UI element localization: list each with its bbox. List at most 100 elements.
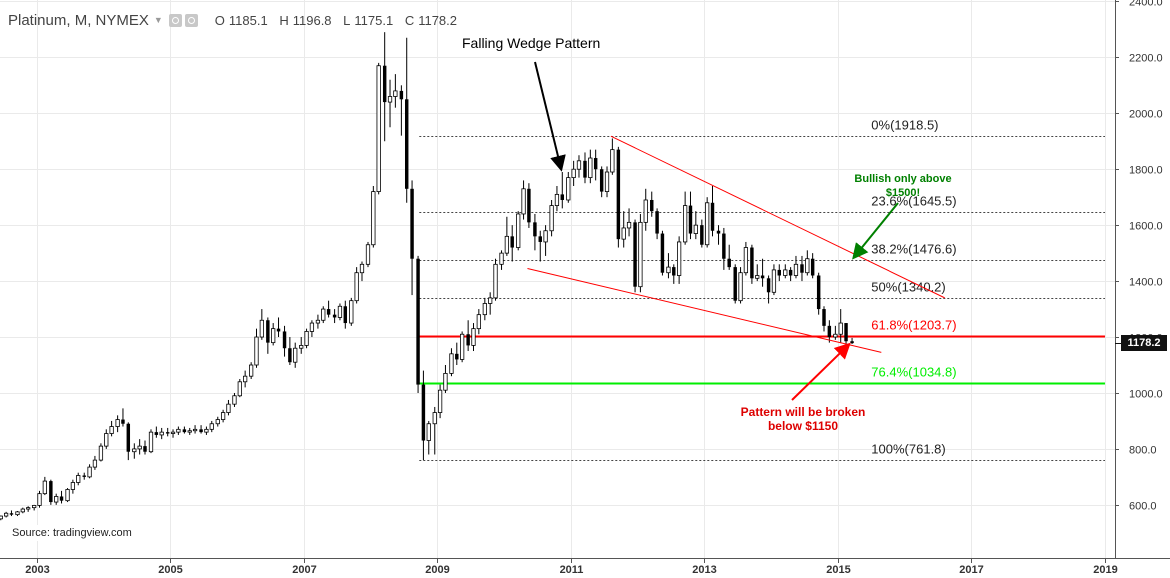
eye-icon[interactable] [168,13,182,27]
candle-body [426,423,431,441]
candle-body [527,188,531,223]
candle-body [833,333,838,338]
candle-body [777,269,782,276]
candle-body [576,160,582,170]
candle-body [838,322,843,335]
candle-body [471,328,476,346]
candle-body [215,419,220,425]
x-tick-label: 2015 [826,564,850,576]
chevron-down-icon[interactable]: ▼ [153,15,163,25]
candle-body [104,433,109,447]
candle-body [666,266,671,274]
fib-level-label: 100%(761.8) [871,442,945,457]
candle-body [800,264,804,273]
candle-body [693,224,698,234]
candle-body [738,272,743,302]
settings-icon[interactable] [184,13,198,27]
candle-body [9,513,14,515]
candle-body [326,309,331,315]
candle-body [65,489,70,502]
low-value: 1175.1 [354,12,394,28]
candle-body [249,364,254,377]
candle-body [121,419,125,424]
candle-body [359,263,365,274]
candle-body [455,353,459,360]
candle-body [716,230,721,234]
annotation-arrow [534,61,566,172]
x-tick-label: 2003 [25,564,49,576]
candle-body [266,320,270,343]
close-key: C [404,12,415,28]
candle-body [755,275,760,279]
candle-body [365,244,371,265]
candle-body [549,205,554,232]
candle-body [616,149,621,240]
source-note: Source: tradingview.com [8,525,136,541]
candle-body [710,202,715,231]
candle-body [109,426,114,434]
candle-body [516,213,521,248]
ohlc-readout: O 1185.1 H 1196.8 L 1175.1 C 1178.2 [215,13,465,28]
candle-body [543,230,548,243]
candle-body [466,334,470,346]
candle-body [437,389,443,413]
x-tick-label: 2013 [692,564,716,576]
y-tick-label: 2000.0 [1129,109,1163,121]
candle-body [299,345,304,349]
candle-body [521,188,526,215]
y-tick-label: 1800.0 [1129,165,1163,177]
open-value: 1185.1 [228,12,268,28]
candle-body [20,508,25,513]
fib-level-label: 23.6%(1645.5) [871,194,956,209]
candle-body [432,412,437,425]
candle-body [816,275,821,310]
candle-body [282,331,287,349]
candle-body [588,157,593,179]
annotation-text: Pattern will be broken [741,405,866,419]
low-key: L [343,12,351,28]
candle-body [76,475,81,483]
candle-body [170,431,176,434]
candles [0,32,854,521]
candle-body [154,432,159,435]
candle-body [137,445,142,450]
high-value: 1196.8 [292,12,332,28]
candle-body [343,306,348,324]
symbol-title[interactable]: Platinum, M, NYMEX [8,11,149,29]
candle-body [354,272,359,302]
candle-body [449,353,454,374]
candle-body [304,331,309,346]
candle-body [783,269,788,276]
candle-body [638,221,643,288]
candle-body [844,323,848,342]
candle-body [643,199,648,223]
candle-body [822,309,826,326]
close-value: 1178.2 [418,12,457,28]
candle-body [226,403,231,413]
candle-body [15,511,20,516]
candle-body [115,419,120,427]
candle-body [315,319,321,324]
candle-body [510,236,514,248]
candle-body [583,160,587,178]
candle-body [810,258,815,276]
axis-lines [0,0,1170,563]
x-tick-label: 2007 [292,564,316,576]
x-tick-label: 2009 [425,564,449,576]
candle-body [92,459,98,468]
candle-body [393,90,398,97]
fib-level-label: 76.4%(1034.8) [871,365,956,380]
candle-body [199,429,203,433]
candle-body [337,305,343,318]
candle-body [722,233,726,259]
candle-body [566,177,571,201]
candle-body [232,395,237,405]
fib-level-label: 0%(1918.5) [871,118,938,133]
x-axis-tick-labels: 2003 2005 2007 2009 2011 2013 2015 2017 2019 [25,564,1117,576]
candle-body [143,446,147,452]
candle-body [683,205,688,243]
candle-body [805,258,810,274]
annotation-arrow [852,202,899,260]
wedge-trendline [610,135,945,299]
